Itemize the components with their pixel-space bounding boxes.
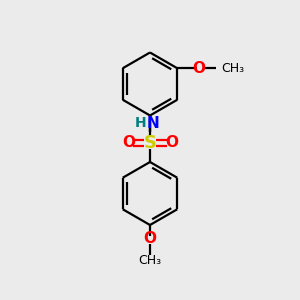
Text: O: O [122, 135, 135, 150]
Text: O: O [143, 231, 157, 246]
Text: S: S [143, 134, 157, 152]
Text: O: O [193, 61, 206, 76]
Text: CH₃: CH₃ [221, 62, 244, 75]
Text: O: O [165, 135, 178, 150]
Text: H: H [135, 116, 146, 130]
Text: N: N [147, 116, 159, 130]
Text: CH₃: CH₃ [138, 254, 162, 267]
